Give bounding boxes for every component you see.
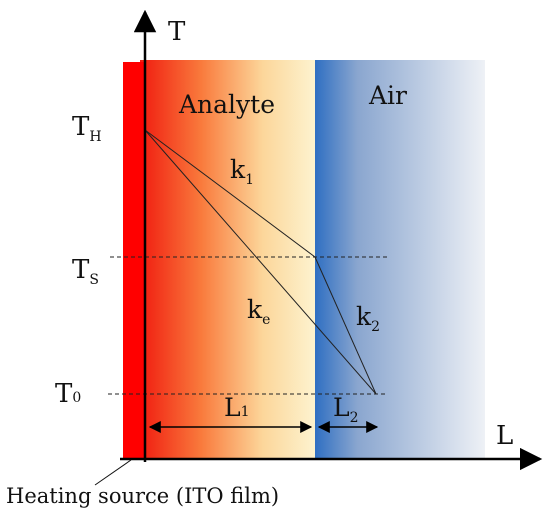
ke-label-sub: e: [262, 312, 270, 328]
l2-label: L2: [333, 393, 359, 426]
air-label: Air: [368, 81, 407, 110]
l2-label-sub: 2: [350, 410, 359, 426]
th-label-main: T: [72, 112, 90, 142]
analyte-region: [140, 60, 315, 460]
th-label-sub: H: [89, 129, 101, 145]
caption-leader-line: [94, 459, 132, 486]
l2-label-main: L: [333, 393, 350, 422]
ts-label-main: T: [72, 255, 90, 285]
k2-label: k2: [356, 302, 380, 335]
k2-label-main: k: [356, 302, 372, 331]
t0-label: T0: [55, 379, 81, 409]
l1-label-main: L: [224, 393, 241, 422]
ts-label-sub: S: [89, 272, 99, 288]
k2-profile-line: [314, 256, 377, 395]
l1-label: L1: [224, 393, 250, 422]
k1-label-sub: 1: [245, 172, 254, 188]
l1-label-sub: 1: [241, 404, 250, 420]
ke-label: ke: [247, 295, 270, 328]
t0-label-sub: 0: [72, 390, 81, 406]
ke-profile-line: [144, 129, 377, 395]
k2-label-sub: 2: [371, 319, 380, 335]
t0-label-main: T: [55, 379, 73, 409]
k1-profile-line: [144, 129, 316, 258]
th-label: TH: [72, 112, 102, 145]
heating-source-bar: [123, 62, 144, 460]
ke-label-main: k: [247, 295, 263, 324]
analyte-label: Analyte: [178, 90, 275, 119]
air-region: [315, 60, 485, 460]
ts-label: TS: [72, 255, 99, 288]
x-axis-label: L: [496, 421, 513, 451]
heating-source-caption: Heating source (ITO film): [6, 484, 279, 508]
k1-label: k1: [230, 155, 254, 188]
k1-label-main: k: [230, 155, 246, 184]
y-axis-label: T: [168, 17, 186, 47]
